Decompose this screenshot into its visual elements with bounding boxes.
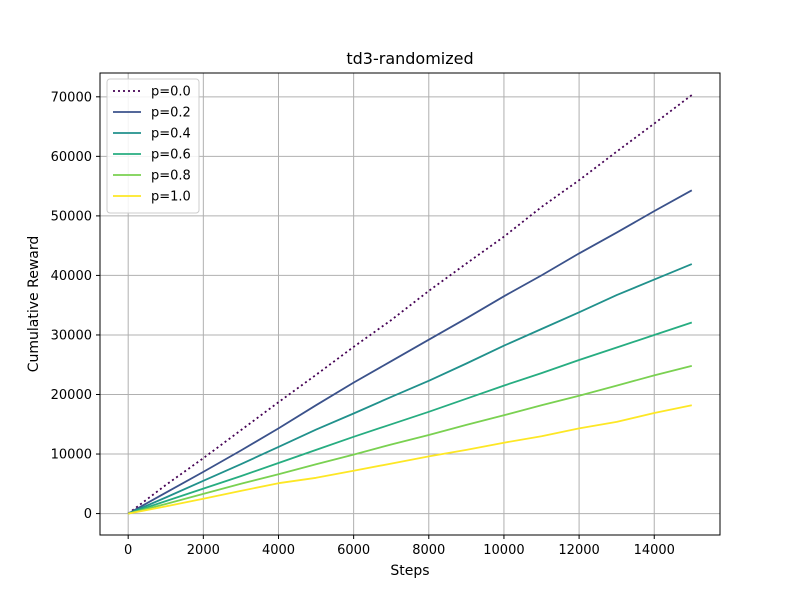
legend-label-2: p=0.4 (151, 127, 191, 142)
series-line-4 (127, 365, 693, 515)
legend-label-3: p=0.6 (151, 148, 191, 163)
legend-label-0: p=0.0 (151, 85, 191, 100)
y-tick-label: 50000 (51, 209, 92, 224)
y-tick-label: 60000 (51, 150, 92, 165)
series-line-2 (127, 263, 693, 515)
y-axis-label: Cumulative Reward (26, 236, 42, 373)
series-layer (127, 94, 693, 515)
series-line-3 (127, 321, 693, 515)
y-tick-label: 30000 (51, 328, 92, 343)
grid (100, 73, 720, 535)
x-tick-label: 14000 (634, 543, 675, 558)
x-tick-label: 12000 (558, 543, 599, 558)
y-tick-label: 0 (84, 507, 92, 522)
x-tick-label: 0 (124, 543, 132, 558)
y-tick-label: 10000 (51, 448, 92, 463)
y-tick-label: 70000 (51, 90, 92, 105)
x-axis-label: Steps (390, 563, 429, 579)
chart-title: td3-randomized (346, 49, 473, 68)
x-tick-label: 2000 (187, 543, 220, 558)
legend-label-4: p=0.8 (151, 169, 191, 184)
legend-label-1: p=0.2 (151, 106, 191, 121)
plot-frame (99, 72, 721, 536)
ticks: 0 2000 4000 6000 8000 10000 12000 14000 0 10000 20… (51, 90, 675, 558)
legend: p=0.0 p=0.2 p=0.4 p=0.6 p=0.8 p=1.0 (106, 78, 200, 214)
x-tick-label: 10000 (483, 543, 524, 558)
x-tick-label: 4000 (262, 543, 295, 558)
series-line-0 (127, 94, 693, 515)
series-line-1 (127, 189, 693, 515)
legend-label-5: p=1.0 (151, 190, 191, 205)
y-tick-label: 40000 (51, 269, 92, 284)
y-tick-label: 20000 (51, 388, 92, 403)
x-tick-label: 6000 (337, 543, 370, 558)
x-tick-label: 8000 (412, 543, 445, 558)
series-line-5 (128, 404, 692, 515)
